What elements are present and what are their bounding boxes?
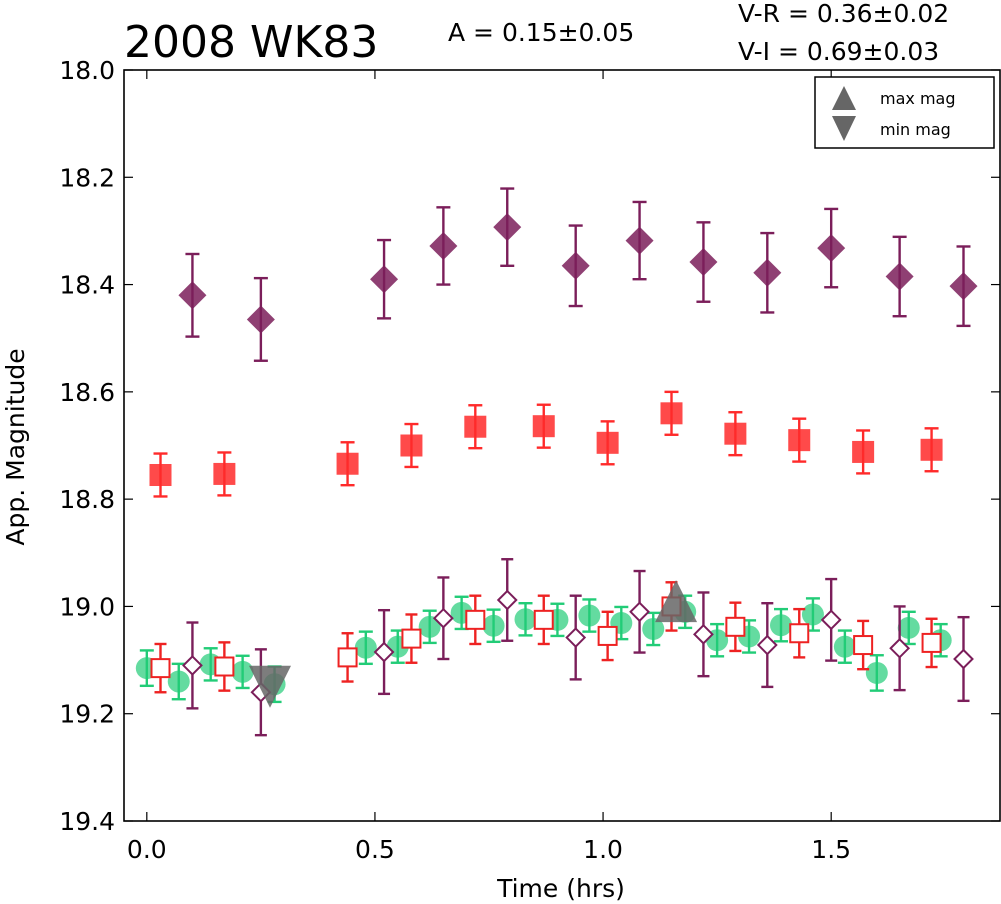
data-point [578, 604, 601, 627]
data-point [788, 429, 811, 452]
data-point [167, 670, 190, 693]
data-point [770, 614, 792, 637]
triangle-down-icon [832, 116, 856, 141]
data-point [465, 609, 486, 630]
data-point [464, 415, 487, 438]
x-tick-label: 0.5 [355, 835, 395, 864]
legend-label-min: min mag [880, 120, 951, 139]
data-point [401, 628, 422, 649]
data-point [373, 641, 395, 663]
series-0 [178, 187, 978, 362]
data-point [642, 617, 665, 640]
y-tick-label: 18.6 [59, 378, 115, 407]
data-point [565, 627, 587, 648]
data-point [150, 658, 171, 679]
data-point [149, 464, 172, 487]
series-4 [182, 558, 974, 737]
x-tick-label: 0.0 [127, 835, 167, 864]
plot-frame [123, 69, 1001, 822]
data-point [370, 265, 399, 294]
y-tick-label: 18.8 [59, 485, 115, 514]
data-point [336, 452, 359, 475]
data-point [833, 635, 856, 658]
legend: max mag min mag [814, 76, 995, 149]
data-point [561, 251, 590, 280]
y-axis-label: App. Magnitude [1, 348, 30, 545]
data-point [625, 226, 654, 255]
data-point [689, 248, 718, 277]
plot-area [135, 187, 978, 737]
data-point [725, 616, 746, 637]
data-point [953, 648, 974, 670]
data-point [853, 635, 874, 656]
data-point [429, 231, 458, 260]
series-1 [149, 390, 943, 498]
data-point [724, 422, 747, 445]
data-point [533, 609, 554, 630]
triangle-up-icon [832, 86, 856, 110]
max-mag-marker [655, 580, 698, 623]
data-point [865, 661, 888, 684]
y-tick-label: 18.2 [59, 163, 115, 192]
x-tick-label: 1.0 [583, 835, 623, 864]
data-point [354, 636, 377, 659]
data-point [418, 615, 441, 638]
data-point [432, 607, 454, 629]
data-point [514, 608, 537, 631]
data-point [400, 434, 423, 457]
data-point [213, 462, 236, 485]
amplitude-label: A = 0.15±0.05 [448, 18, 634, 47]
data-point [493, 213, 522, 242]
y-tick-label: 19.0 [59, 592, 115, 621]
chart-title: 2008 WK83 [124, 17, 378, 68]
data-point [921, 632, 942, 653]
data-point [597, 625, 618, 646]
y-tick-label: 19.2 [59, 700, 115, 729]
x-axis-label: Time (hrs) [496, 874, 625, 903]
legend-label-max: max mag [880, 89, 956, 108]
data-point [231, 660, 254, 683]
data-point [801, 603, 824, 626]
y-tick-label: 19.4 [59, 807, 115, 836]
data-point [949, 272, 978, 301]
data-point [756, 634, 778, 656]
y-tick-label: 18.4 [59, 271, 115, 300]
data-point [817, 234, 846, 263]
y-tick-label: 18.0 [59, 56, 115, 85]
data-point [820, 609, 842, 631]
data-point [214, 656, 235, 677]
x-tick-label: 1.5 [811, 835, 851, 864]
color-vr-label: V-R = 0.36±0.02 [738, 0, 949, 28]
data-point [885, 262, 914, 291]
data-point [889, 637, 911, 659]
data-point [629, 601, 650, 623]
axis-ticks: 0.0 0.5 1.0 1.5 18.0 18.2 18.4 18.6 18.8 19.0 19.2… [59, 56, 1000, 864]
data-point [852, 440, 875, 463]
data-point [182, 655, 203, 676]
min-mag-marker [249, 665, 291, 708]
data-point [920, 438, 943, 461]
color-vi-label: V-I = 0.69±0.03 [738, 37, 939, 66]
data-point [693, 623, 714, 645]
series-3 [150, 581, 942, 694]
data-point [482, 614, 505, 637]
data-point [246, 305, 275, 334]
data-point [753, 258, 782, 287]
data-point [496, 589, 518, 611]
data-point [660, 402, 683, 425]
data-point [532, 415, 555, 438]
data-point [789, 623, 810, 644]
data-point [178, 281, 207, 310]
data-point [897, 616, 920, 639]
data-point [337, 647, 358, 668]
data-point [596, 431, 619, 454]
